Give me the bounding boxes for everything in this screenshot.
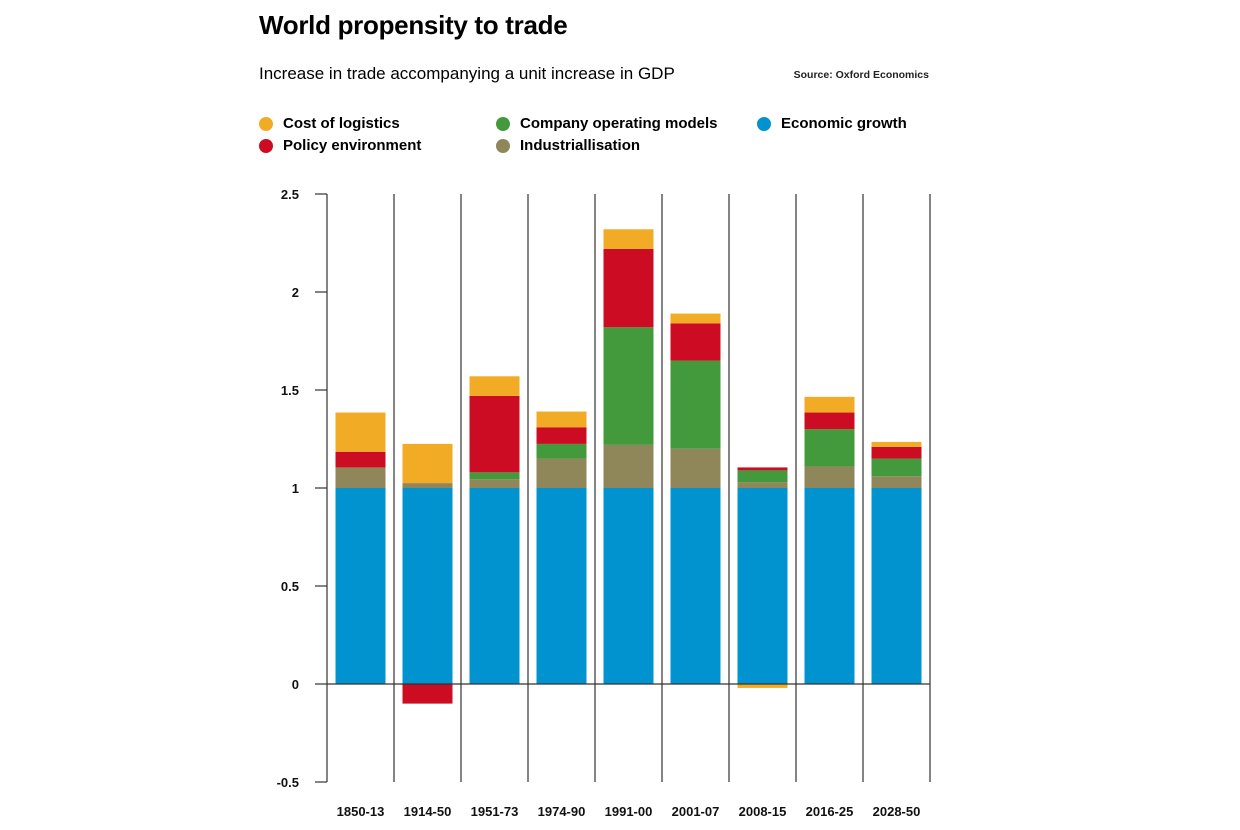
legend-item-policy-environment: Policy environment <box>259 137 421 154</box>
bar-segment-company-operating-models <box>670 360 721 449</box>
legend-label: Economic growth <box>781 115 907 132</box>
bar-segment-policy-environment <box>402 684 453 704</box>
x-tick-label: 2001-07 <box>672 804 720 819</box>
bar-segment-economic-growth <box>804 488 855 684</box>
legend-swatch <box>259 116 273 131</box>
bar-segment-company-operating-models <box>737 470 788 483</box>
y-tick-label: 0.5 <box>281 579 299 594</box>
bar-segment-economic-growth <box>335 488 386 684</box>
legend-label: Cost of logistics <box>283 115 400 132</box>
bar-segment-policy-environment <box>469 395 520 473</box>
bar-segment-industriallisation <box>469 479 520 488</box>
bar-segment-company-operating-models <box>804 429 855 467</box>
legend-swatch <box>757 116 771 131</box>
x-tick-label: 1914-50 <box>404 804 452 819</box>
x-tick-label: 2008-15 <box>739 804 787 819</box>
legend-label: Policy environment <box>283 137 422 154</box>
bar-segment-policy-environment <box>335 451 386 468</box>
legend-item-company-operating-models: Company operating models <box>496 115 718 132</box>
bar-segment-industriallisation <box>737 482 788 488</box>
bar-segment-cost-of-logistics <box>536 411 587 428</box>
y-tick-label: 0 <box>292 677 299 692</box>
y-tick-label: 2.5 <box>281 187 299 202</box>
chart-title: World propensity to trade <box>259 10 568 40</box>
bar-segment-industriallisation <box>804 466 855 488</box>
legend-item-economic-growth: Economic growth <box>757 115 907 132</box>
bar-segment-industriallisation <box>536 458 587 488</box>
legend-swatch <box>496 138 510 153</box>
bar-segment-policy-environment <box>804 412 855 430</box>
legend-item-industriallisation: Industriallisation <box>496 137 640 154</box>
bar-segment-economic-growth <box>603 488 654 684</box>
bar-segment-industriallisation <box>871 476 922 488</box>
bar-segment-economic-growth <box>402 488 453 684</box>
legend-label: Company operating models <box>520 115 718 132</box>
bar-segment-cost-of-logistics <box>469 376 520 396</box>
bar-segment-cost-of-logistics <box>335 412 386 452</box>
bar-segment-industriallisation <box>335 467 386 488</box>
bar-segment-cost-of-logistics <box>603 229 654 249</box>
bar-segment-economic-growth <box>871 488 922 684</box>
y-tick-label: 1.5 <box>281 383 299 398</box>
bar-segment-economic-growth <box>536 488 587 684</box>
bar-segment-industriallisation <box>603 444 654 488</box>
bar-segment-industriallisation <box>402 483 453 488</box>
y-tick-label: 1 <box>292 481 299 496</box>
bar-segment-industriallisation <box>670 448 721 488</box>
bar-segment-cost-of-logistics <box>871 441 922 447</box>
legend-swatch <box>496 116 510 131</box>
legend-item-cost-of-logistics: Cost of logistics <box>259 115 400 132</box>
bar-segment-company-operating-models <box>603 327 654 445</box>
bar-segment-economic-growth <box>737 488 788 684</box>
bar-segment-policy-environment <box>536 427 587 444</box>
bar-segment-policy-environment <box>737 467 788 471</box>
x-tick-label: 2016-25 <box>806 804 854 819</box>
legend-swatch <box>259 138 273 153</box>
bar-segment-policy-environment <box>670 323 721 361</box>
x-tick-label: 1850-13 <box>337 804 385 819</box>
bar-segment-policy-environment <box>603 248 654 328</box>
y-tick-label: -0.5 <box>277 775 299 790</box>
chart-subtitle: Increase in trade accompanying a unit in… <box>259 64 675 83</box>
y-tick-label: 2 <box>292 285 299 300</box>
x-tick-label: 2028-50 <box>873 804 921 819</box>
x-tick-label: 1974-90 <box>538 804 586 819</box>
bar-segment-economic-growth <box>469 488 520 684</box>
bar-segment-company-operating-models <box>536 443 587 459</box>
bar-segment-company-operating-models <box>871 458 922 477</box>
legend-label: Industriallisation <box>520 137 641 154</box>
bar-segment-cost-of-logistics <box>402 443 453 484</box>
bar-segment-cost-of-logistics <box>737 684 788 688</box>
bar-segment-company-operating-models <box>469 472 520 480</box>
bar-segment-economic-growth <box>670 488 721 684</box>
bar-segment-cost-of-logistics <box>804 396 855 413</box>
x-tick-label: 1991-00 <box>605 804 653 819</box>
bar-segment-cost-of-logistics <box>670 313 721 324</box>
bar-segment-policy-environment <box>871 446 922 459</box>
x-tick-label: 1951-73 <box>471 804 519 819</box>
chart-source: Source: Oxford Economics <box>793 69 929 81</box>
